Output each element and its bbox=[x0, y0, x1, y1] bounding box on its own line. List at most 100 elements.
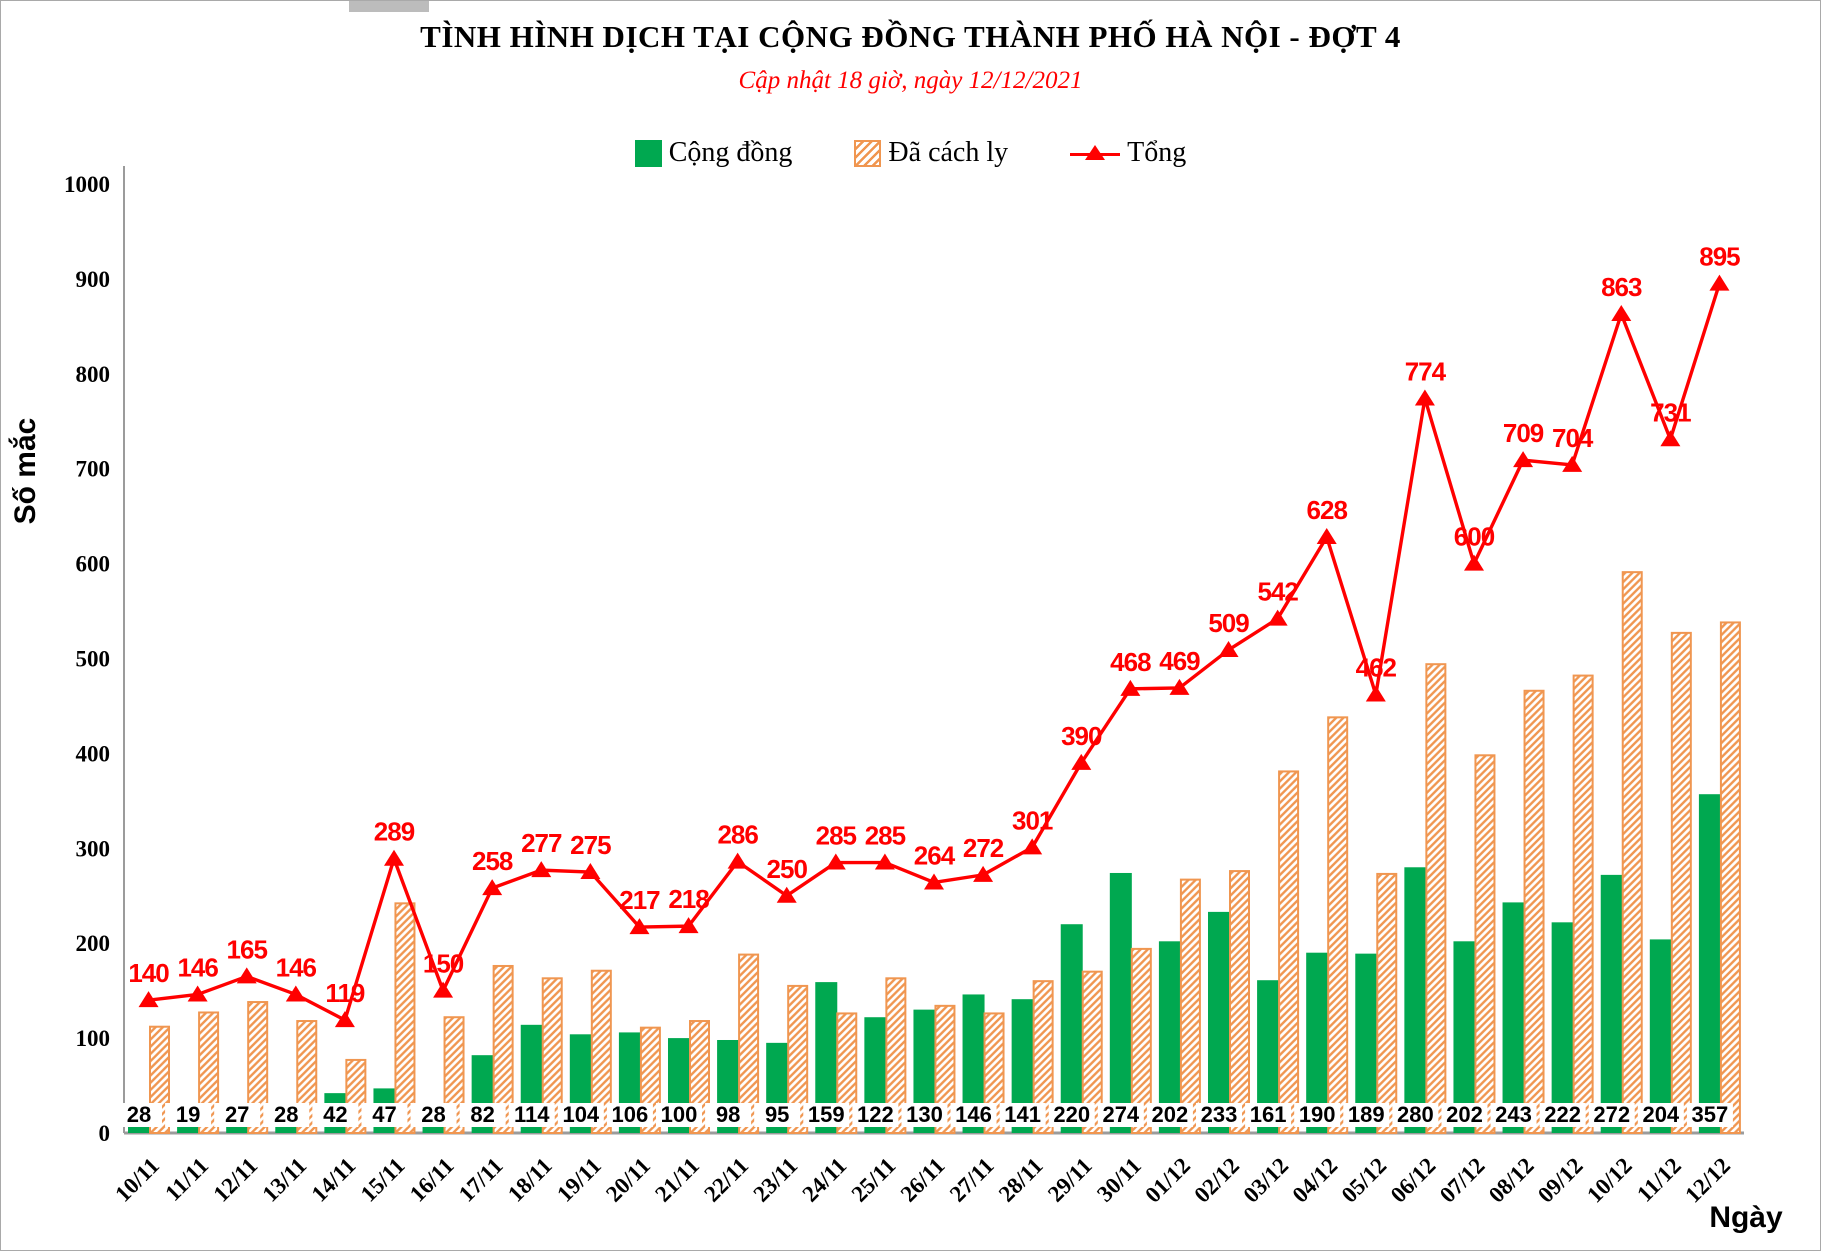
y-tick-label: 100 bbox=[76, 1026, 111, 1051]
bar-da-cach-ly-01/12 bbox=[1179, 878, 1201, 1134]
bar-value-box bbox=[1441, 1103, 1488, 1127]
bar-value-box bbox=[1343, 1103, 1390, 1127]
legend-swatch-green-bar-icon bbox=[634, 139, 662, 167]
bar-cong-dong-03/12 bbox=[1257, 980, 1280, 1133]
total-label: 390 bbox=[1061, 721, 1102, 751]
tong-marker-28/11 bbox=[1022, 838, 1043, 855]
y-axis-title: Số mắc bbox=[8, 418, 42, 525]
total-label: 462 bbox=[1356, 653, 1397, 683]
total-label: 285 bbox=[816, 821, 857, 851]
bar-cong-dong-26/11 bbox=[913, 1009, 936, 1133]
bar-da-cach-ly-26/11 bbox=[934, 1004, 956, 1134]
x-tick-label: 28/11 bbox=[994, 1153, 1048, 1207]
x-axis-title: Ngày bbox=[1709, 1201, 1783, 1234]
total-label: 301 bbox=[1012, 805, 1053, 835]
x-tick-label: 01/12 bbox=[1140, 1153, 1195, 1208]
chart-title: TÌNH HÌNH DỊCH TẠI CỘNG ĐỒNG THÀNH PHỐ H… bbox=[420, 19, 1401, 54]
chart-subtitle: Cập nhật 18 giờ, ngày 12/12/2021 bbox=[738, 67, 1083, 94]
bar-value-box bbox=[852, 1103, 899, 1127]
bar-da-cach-ly-07/12 bbox=[1474, 754, 1496, 1134]
bar-cong-dong-02/12 bbox=[1208, 911, 1230, 1133]
tong-marker-11/11 bbox=[187, 985, 208, 1002]
x-tick-label: 26/11 bbox=[896, 1153, 950, 1207]
bar-value-label: 146 bbox=[955, 1102, 992, 1127]
total-label: 709 bbox=[1503, 418, 1544, 448]
total-label: 165 bbox=[227, 934, 268, 964]
bar-value-box bbox=[557, 1103, 604, 1127]
y-tick-label: 600 bbox=[76, 552, 111, 577]
bar-value-label: 141 bbox=[1004, 1102, 1041, 1127]
bar-value-box bbox=[656, 1103, 702, 1127]
window-artifact bbox=[349, 1, 429, 12]
tong-marker-18/11 bbox=[531, 861, 552, 878]
x-tick-label: 12/11 bbox=[208, 1153, 262, 1207]
total-label: 275 bbox=[570, 830, 611, 860]
legend-label-cong-dong: Cộng đồng bbox=[668, 137, 793, 168]
bar-value-box bbox=[116, 1103, 162, 1127]
tong-marker-05/12 bbox=[1365, 685, 1386, 702]
x-tick-label: 21/11 bbox=[650, 1153, 704, 1207]
tong-marker-06/12 bbox=[1414, 389, 1435, 406]
y-tick-label: 800 bbox=[76, 362, 111, 387]
bar-da-cach-ly-05/12 bbox=[1376, 872, 1398, 1134]
bar-value-label: 190 bbox=[1299, 1102, 1336, 1127]
bar-da-cach-ly-08/12 bbox=[1523, 689, 1545, 1134]
bar-value-box bbox=[803, 1103, 850, 1127]
total-label: 286 bbox=[717, 820, 758, 850]
total-label: 146 bbox=[276, 952, 317, 982]
bar-value-label: 95 bbox=[765, 1102, 789, 1127]
tong-marker-30/11 bbox=[1120, 679, 1141, 696]
bar-value-box bbox=[1686, 1103, 1733, 1127]
y-tick-label: 900 bbox=[76, 267, 111, 292]
bar-cong-dong-27/11 bbox=[962, 994, 985, 1133]
bar-value-box bbox=[263, 1103, 310, 1127]
bar-da-cach-ly-09/12 bbox=[1572, 674, 1594, 1134]
tong-marker-10/12 bbox=[1611, 305, 1632, 322]
legend-label-da-cach-ly: Đã cách ly bbox=[888, 137, 1009, 168]
bar-value-box bbox=[1539, 1103, 1586, 1127]
bar-cong-dong-06/12 bbox=[1404, 867, 1427, 1133]
total-label: 277 bbox=[521, 828, 562, 858]
y-tick-label: 200 bbox=[76, 931, 111, 956]
bar-value-label: 130 bbox=[906, 1102, 943, 1127]
bar-value-label: 28 bbox=[127, 1102, 151, 1127]
bar-value-label: 122 bbox=[857, 1102, 894, 1127]
bar-value-box bbox=[214, 1103, 261, 1127]
bar-da-cach-ly-11/11 bbox=[198, 1011, 220, 1134]
legend-item-tong: Tổng bbox=[1070, 137, 1186, 169]
bar-value-label: 189 bbox=[1348, 1102, 1385, 1127]
x-tick-label: 27/11 bbox=[945, 1153, 999, 1207]
x-tick-label: 14/11 bbox=[307, 1153, 361, 1207]
bar-cong-dong-08/12 bbox=[1502, 902, 1525, 1133]
bar-cong-dong-29/11 bbox=[1060, 924, 1083, 1133]
legend-item-cong-dong: Cộng đồng bbox=[634, 137, 793, 169]
tong-marker-26/11 bbox=[924, 873, 944, 890]
total-label: 264 bbox=[914, 840, 956, 870]
total-label: 289 bbox=[374, 817, 415, 847]
bar-value-label: 274 bbox=[1102, 1102, 1139, 1127]
tong-marker-24/11 bbox=[825, 853, 846, 870]
total-label: 628 bbox=[1307, 495, 1348, 525]
tong-marker-07/12 bbox=[1464, 554, 1484, 571]
bar-value-label: 161 bbox=[1250, 1102, 1287, 1127]
bar-da-cach-ly-17/11 bbox=[492, 964, 514, 1135]
total-label: 704 bbox=[1552, 423, 1594, 453]
total-label: 217 bbox=[619, 885, 660, 915]
legend-label-tong: Tổng bbox=[1127, 137, 1187, 168]
bar-value-label: 280 bbox=[1397, 1102, 1434, 1127]
tong-marker-10/11 bbox=[138, 991, 159, 1008]
total-label: 731 bbox=[1650, 397, 1691, 427]
bar-value-box bbox=[1490, 1103, 1537, 1127]
bar-value-label: 220 bbox=[1053, 1102, 1090, 1127]
bar-value-box bbox=[361, 1103, 408, 1127]
bar-value-label: 42 bbox=[323, 1102, 347, 1127]
bar-cong-dong-30/11 bbox=[1109, 872, 1132, 1133]
bar-cong-dong-04/12 bbox=[1306, 952, 1329, 1133]
tong-marker-23/11 bbox=[776, 886, 797, 903]
bar-value-label: 28 bbox=[274, 1102, 298, 1127]
bar-value-label: 28 bbox=[421, 1102, 445, 1127]
tong-marker-27/11 bbox=[973, 865, 994, 882]
bar-value-label: 233 bbox=[1201, 1102, 1238, 1127]
y-tick-label: 500 bbox=[76, 647, 111, 672]
